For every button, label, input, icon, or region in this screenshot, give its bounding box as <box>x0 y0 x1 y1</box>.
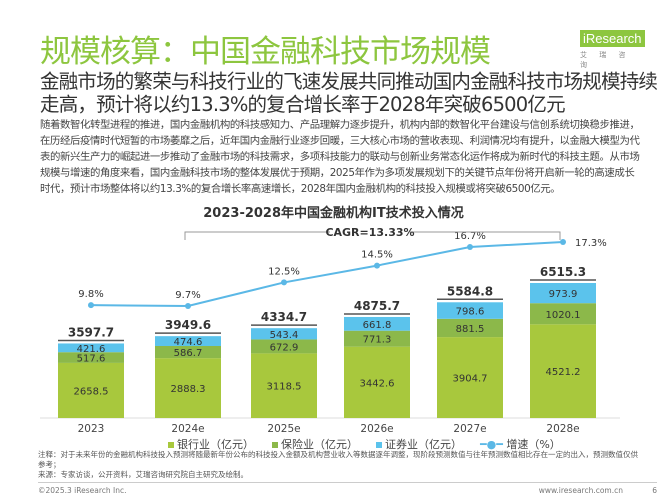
growth-point <box>281 279 287 286</box>
bar-value-label: 771.3 <box>363 335 392 346</box>
bar-segment <box>58 343 124 353</box>
chart-title: 2023-2028年中国金融机构IT技术投入情况 <box>203 206 464 221</box>
total-label: 4875.7 <box>354 299 400 313</box>
bar-segment <box>155 358 221 418</box>
body-text: 随着数智化转型进程的推进，国内金融机构的科技感知力、产品理解力逐步提升，机构内部… <box>40 119 640 195</box>
growth-label: 14.5% <box>361 250 393 261</box>
chart-note: 注释：对于未来年份的金融机构科技投入预测将随最新年份公布的科技投入金额及机构营业… <box>38 450 638 480</box>
growth-label: 17.3% <box>575 238 607 249</box>
bar-segment <box>530 303 596 325</box>
growth-point <box>374 262 380 269</box>
growth-label: 9.8% <box>78 289 103 300</box>
bar-value-label: 3442.6 <box>360 378 395 389</box>
bar-value-label: 1020.1 <box>546 310 581 321</box>
bar-segment <box>155 345 221 359</box>
bar-segment <box>437 302 503 319</box>
page-title: 规模核算：中国金融科技市场规模 <box>40 34 491 70</box>
total-label: 6515.3 <box>540 265 586 279</box>
x-tick-label: 2028e <box>546 423 579 435</box>
bar-segment <box>344 346 410 418</box>
bar-segment <box>251 328 317 340</box>
bar-value-label: 3118.5 <box>267 382 302 393</box>
bar-segment <box>437 318 503 338</box>
x-tick-label: 2025e <box>267 423 300 435</box>
footer-url: www.iresearch.com.cn <box>538 486 623 495</box>
x-tick-label: 2026e <box>360 423 393 435</box>
legend-label: 银行业（亿元） <box>177 438 254 451</box>
note-text: 注释：对于未来年份的金融机构科技投入预测将随最新年份公布的科技投入金额及机构营业… <box>38 450 638 469</box>
growth-line <box>90 241 564 308</box>
total-label: 5584.8 <box>447 284 493 298</box>
bar-value-label: 517.6 <box>77 354 106 365</box>
growth-point <box>185 303 191 309</box>
bar-value-label: 2658.5 <box>74 386 109 397</box>
bar-segment <box>530 324 596 418</box>
growth-point <box>560 239 566 245</box>
source-text: 来源：专家访谈，公开资料，艾瑞咨询研究院自主研究及绘制。 <box>38 470 248 479</box>
legend: 银行业（亿元） 保险业（亿元） 证券业（亿元） ━●━ 增速（%） <box>168 436 561 452</box>
bar-segment <box>344 316 410 331</box>
legend-growth: ━●━ 增速（%） <box>480 438 561 451</box>
growth-label: 12.5% <box>268 266 300 277</box>
bar-value-label: 3904.7 <box>453 374 488 385</box>
bar-value-label: 881.5 <box>456 324 485 335</box>
legend-insurance: 保险业（亿元） <box>272 436 358 452</box>
bar-value-label: 543.4 <box>270 330 299 341</box>
x-tick-label: 2024e <box>171 423 204 435</box>
growth-point <box>467 244 473 251</box>
growth-label: 16.7% <box>454 231 486 242</box>
legend-label: 证券业（亿元） <box>385 438 462 451</box>
subtitle: 金融市场的繁荣与科技行业的飞速发展共同推动国内金融科技市场规模持续走高，预计将以… <box>40 70 658 116</box>
legend-label: 增速（%） <box>506 438 561 451</box>
bar-segment <box>437 337 503 418</box>
bar-segment <box>155 336 221 346</box>
bar-segment <box>344 330 410 347</box>
x-tick-label: 2023 <box>78 423 105 435</box>
growth-label: 9.7% <box>175 290 200 301</box>
cagr-label: CAGR=13.33% <box>325 226 414 239</box>
iresearch-logo: iResearch 艾 瑞 咨 询 <box>580 28 645 70</box>
logo-subtext: 艾 瑞 咨 询 <box>580 51 631 69</box>
bar-value-label: 421.6 <box>77 344 106 355</box>
bar-value-label: 2888.3 <box>171 384 206 395</box>
bar-segment <box>58 362 124 418</box>
bar-value-label: 973.9 <box>549 289 578 300</box>
legend-label: 保险业（亿元） <box>281 438 358 451</box>
legend-bank: 银行业（亿元） <box>168 436 254 452</box>
page-number: 6 <box>652 486 657 495</box>
bar-value-label: 672.9 <box>270 342 299 353</box>
x-tick-label: 2027e <box>453 423 486 435</box>
total-label: 4334.7 <box>261 310 307 324</box>
total-label: 3597.7 <box>68 325 114 339</box>
total-label: 3949.6 <box>165 318 211 332</box>
legend-securities: 证券业（亿元） <box>376 436 462 452</box>
bar-value-label: 586.7 <box>174 348 203 359</box>
bar-value-label: 798.6 <box>456 307 485 318</box>
bar-segment <box>251 353 317 418</box>
bar-value-label: 474.6 <box>174 337 203 348</box>
copyright: ©2025.3 iResearch Inc. <box>38 486 127 495</box>
bar-segment <box>251 339 317 354</box>
footer: ©2025.3 iResearch Inc. www.iresearch.com… <box>38 482 657 495</box>
bar-value-label: 661.8 <box>363 320 392 331</box>
bar-segment <box>58 352 124 363</box>
bar-value-label: 4521.2 <box>546 367 581 378</box>
logo-text: iResearch <box>580 30 645 47</box>
growth-point <box>88 302 94 309</box>
cagr-bracket <box>184 231 561 240</box>
bar-segment <box>530 283 596 304</box>
